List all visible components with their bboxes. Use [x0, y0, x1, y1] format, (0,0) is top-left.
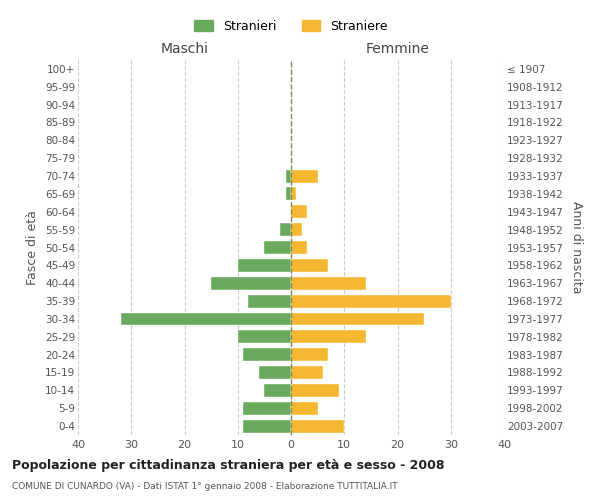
Bar [286, 170, 291, 182]
Bar [291, 206, 307, 218]
Text: Femmine: Femmine [365, 42, 430, 56]
Bar [291, 277, 365, 289]
Bar [243, 420, 291, 432]
Text: Maschi: Maschi [161, 42, 209, 56]
Bar [243, 348, 291, 361]
Bar [238, 259, 291, 272]
Bar [243, 402, 291, 414]
Y-axis label: Fasce di età: Fasce di età [26, 210, 40, 285]
Legend: Stranieri, Straniere: Stranieri, Straniere [189, 15, 393, 38]
Bar [259, 366, 291, 379]
Text: Popolazione per cittadinanza straniera per età e sesso - 2008: Popolazione per cittadinanza straniera p… [12, 460, 445, 472]
Bar [265, 241, 291, 254]
Bar [291, 366, 323, 379]
Bar [291, 348, 328, 361]
Bar [291, 170, 317, 182]
Bar [291, 420, 344, 432]
Bar [291, 188, 296, 200]
Bar [280, 223, 291, 236]
Bar [286, 188, 291, 200]
Bar [291, 402, 317, 414]
Y-axis label: Anni di nascita: Anni di nascita [570, 201, 583, 294]
Bar [291, 312, 424, 326]
Bar [238, 330, 291, 343]
Bar [291, 241, 307, 254]
Bar [291, 330, 365, 343]
Bar [291, 384, 339, 397]
Bar [291, 259, 328, 272]
Text: COMUNE DI CUNARDO (VA) - Dati ISTAT 1° gennaio 2008 - Elaborazione TUTTITALIA.IT: COMUNE DI CUNARDO (VA) - Dati ISTAT 1° g… [12, 482, 398, 491]
Bar [291, 294, 451, 308]
Bar [211, 277, 291, 289]
Bar [265, 384, 291, 397]
Bar [248, 294, 291, 308]
Bar [121, 312, 291, 326]
Bar [291, 223, 302, 236]
